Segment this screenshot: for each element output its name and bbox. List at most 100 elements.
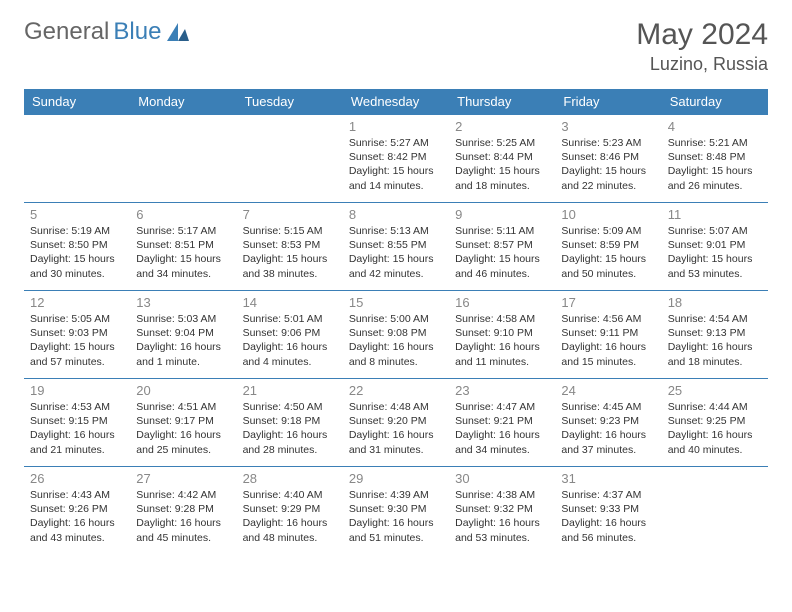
calendar-day-cell: 24Sunrise: 4:45 AMSunset: 9:23 PMDayligh… (555, 379, 661, 467)
sunrise-text: Sunrise: 5:05 AM (30, 312, 124, 326)
day-info: Sunrise: 5:23 AMSunset: 8:46 PMDaylight:… (561, 136, 655, 193)
day-number: 13 (136, 295, 230, 310)
day-number: 9 (455, 207, 549, 222)
day-info: Sunrise: 5:03 AMSunset: 9:04 PMDaylight:… (136, 312, 230, 369)
day-info: Sunrise: 5:27 AMSunset: 8:42 PMDaylight:… (349, 136, 443, 193)
calendar-day-cell: 9Sunrise: 5:11 AMSunset: 8:57 PMDaylight… (449, 203, 555, 291)
calendar-week-row: 5Sunrise: 5:19 AMSunset: 8:50 PMDaylight… (24, 203, 768, 291)
calendar-week-row: 1 Sunrise: 5:27 AMSunset: 8:42 PMDaylight… (24, 115, 768, 203)
calendar-day-cell: 7Sunrise: 5:15 AMSunset: 8:53 PMDaylight… (237, 203, 343, 291)
title-block: May 2024 Luzino, Russia (636, 18, 768, 75)
location: Luzino, Russia (636, 54, 768, 75)
daylight-text: Daylight: 15 hours and 42 minutes. (349, 252, 443, 280)
calendar-day-cell: 10Sunrise: 5:09 AMSunset: 8:59 PMDayligh… (555, 203, 661, 291)
sunset-text: Sunset: 9:32 PM (455, 502, 549, 516)
calendar-empty-cell (662, 467, 768, 555)
sunrise-text: Sunrise: 5:01 AM (243, 312, 337, 326)
sunset-text: Sunset: 8:51 PM (136, 238, 230, 252)
sunset-text: Sunset: 8:50 PM (30, 238, 124, 252)
sunset-text: Sunset: 9:10 PM (455, 326, 549, 340)
calendar-day-cell: 26Sunrise: 4:43 AMSunset: 9:26 PMDayligh… (24, 467, 130, 555)
sunset-text: Sunset: 9:28 PM (136, 502, 230, 516)
day-info: Sunrise: 4:51 AMSunset: 9:17 PMDaylight:… (136, 400, 230, 457)
daylight-text: Daylight: 16 hours and 34 minutes. (455, 428, 549, 456)
sunset-text: Sunset: 9:11 PM (561, 326, 655, 340)
day-number: 11 (668, 207, 762, 222)
daylight-text: Daylight: 16 hours and 28 minutes. (243, 428, 337, 456)
sunset-text: Sunset: 9:08 PM (349, 326, 443, 340)
day-info: Sunrise: 5:21 AMSunset: 8:48 PMDaylight:… (668, 136, 762, 193)
day-number: 2 (455, 119, 549, 134)
day-number: 24 (561, 383, 655, 398)
sunset-text: Sunset: 9:17 PM (136, 414, 230, 428)
sunrise-text: Sunrise: 4:43 AM (30, 488, 124, 502)
daylight-text: Daylight: 16 hours and 1 minute. (136, 340, 230, 368)
sunset-text: Sunset: 9:13 PM (668, 326, 762, 340)
sunset-text: Sunset: 8:46 PM (561, 150, 655, 164)
day-number: 1 (349, 119, 443, 134)
calendar-empty-cell (237, 115, 343, 203)
day-number: 12 (30, 295, 124, 310)
daylight-text: Daylight: 16 hours and 37 minutes. (561, 428, 655, 456)
day-info: Sunrise: 5:07 AMSunset: 9:01 PMDaylight:… (668, 224, 762, 281)
sunset-text: Sunset: 9:26 PM (30, 502, 124, 516)
sunset-text: Sunset: 8:48 PM (668, 150, 762, 164)
day-info: Sunrise: 4:38 AMSunset: 9:32 PMDaylight:… (455, 488, 549, 545)
calendar-day-cell: 1 Sunrise: 5:27 AMSunset: 8:42 PMDaylight… (343, 115, 449, 203)
sunrise-text: Sunrise: 4:58 AM (455, 312, 549, 326)
sunrise-text: Sunrise: 4:50 AM (243, 400, 337, 414)
daylight-text: Daylight: 15 hours and 50 minutes. (561, 252, 655, 280)
day-info: Sunrise: 4:39 AMSunset: 9:30 PMDaylight:… (349, 488, 443, 545)
header: GeneralBlue May 2024 Luzino, Russia (24, 18, 768, 75)
calendar-day-cell: 2Sunrise: 5:25 AMSunset: 8:44 PMDaylight… (449, 115, 555, 203)
sunset-text: Sunset: 9:29 PM (243, 502, 337, 516)
day-number: 31 (561, 471, 655, 486)
day-number: 27 (136, 471, 230, 486)
sunrise-text: Sunrise: 5:21 AM (668, 136, 762, 150)
daylight-text: Daylight: 16 hours and 48 minutes. (243, 516, 337, 544)
calendar-header-row: SundayMondayTuesdayWednesdayThursdayFrid… (24, 89, 768, 115)
sunset-text: Sunset: 9:03 PM (30, 326, 124, 340)
sunrise-text: Sunrise: 5:03 AM (136, 312, 230, 326)
calendar-day-cell: 14Sunrise: 5:01 AMSunset: 9:06 PMDayligh… (237, 291, 343, 379)
logo-text-1: General (24, 18, 109, 46)
day-number: 16 (455, 295, 549, 310)
weekday-header: Sunday (24, 89, 130, 115)
daylight-text: Daylight: 15 hours and 26 minutes. (668, 164, 762, 192)
day-info: Sunrise: 4:58 AMSunset: 9:10 PMDaylight:… (455, 312, 549, 369)
daylight-text: Daylight: 16 hours and 25 minutes. (136, 428, 230, 456)
sunset-text: Sunset: 9:18 PM (243, 414, 337, 428)
sunrise-text: Sunrise: 5:07 AM (668, 224, 762, 238)
sunset-text: Sunset: 9:04 PM (136, 326, 230, 340)
day-info: Sunrise: 4:47 AMSunset: 9:21 PMDaylight:… (455, 400, 549, 457)
daylight-text: Daylight: 16 hours and 45 minutes. (136, 516, 230, 544)
weekday-header: Wednesday (343, 89, 449, 115)
daylight-text: Daylight: 16 hours and 15 minutes. (561, 340, 655, 368)
day-info: Sunrise: 4:48 AMSunset: 9:20 PMDaylight:… (349, 400, 443, 457)
calendar-empty-cell (130, 115, 236, 203)
day-info: Sunrise: 4:43 AMSunset: 9:26 PMDaylight:… (30, 488, 124, 545)
calendar-day-cell: 6Sunrise: 5:17 AMSunset: 8:51 PMDaylight… (130, 203, 236, 291)
calendar-day-cell: 31Sunrise: 4:37 AMSunset: 9:33 PMDayligh… (555, 467, 661, 555)
day-info: Sunrise: 4:50 AMSunset: 9:18 PMDaylight:… (243, 400, 337, 457)
day-number: 10 (561, 207, 655, 222)
day-info: Sunrise: 4:53 AMSunset: 9:15 PMDaylight:… (30, 400, 124, 457)
daylight-text: Daylight: 16 hours and 40 minutes. (668, 428, 762, 456)
day-number: 17 (561, 295, 655, 310)
daylight-text: Daylight: 15 hours and 22 minutes. (561, 164, 655, 192)
sunset-text: Sunset: 9:01 PM (668, 238, 762, 252)
sunset-text: Sunset: 8:44 PM (455, 150, 549, 164)
sunset-text: Sunset: 9:21 PM (455, 414, 549, 428)
day-info: Sunrise: 5:17 AMSunset: 8:51 PMDaylight:… (136, 224, 230, 281)
calendar-table: SundayMondayTuesdayWednesdayThursdayFrid… (24, 89, 768, 555)
sunset-text: Sunset: 9:23 PM (561, 414, 655, 428)
sunrise-text: Sunrise: 5:25 AM (455, 136, 549, 150)
calendar-day-cell: 13 Sunrise: 5:03 AMSunset: 9:04 PMDayligh… (130, 291, 236, 379)
day-number: 14 (243, 295, 337, 310)
sunrise-text: Sunrise: 4:44 AM (668, 400, 762, 414)
day-info: Sunrise: 5:00 AMSunset: 9:08 PMDaylight:… (349, 312, 443, 369)
day-info: Sunrise: 4:40 AMSunset: 9:29 PMDaylight:… (243, 488, 337, 545)
sunrise-text: Sunrise: 5:15 AM (243, 224, 337, 238)
sunrise-text: Sunrise: 4:54 AM (668, 312, 762, 326)
weekday-header: Saturday (662, 89, 768, 115)
